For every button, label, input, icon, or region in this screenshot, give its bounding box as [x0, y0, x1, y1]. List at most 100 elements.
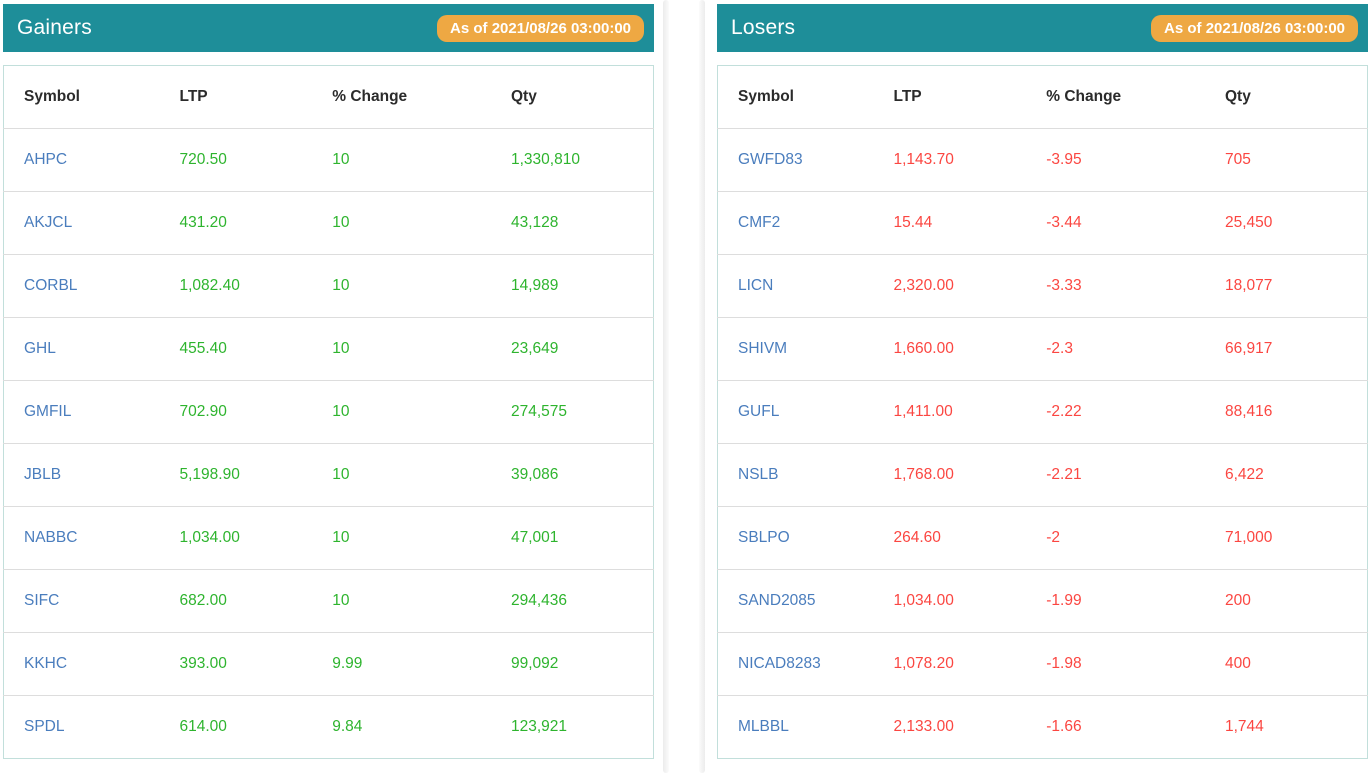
table-row: LICN 2,320.00 -3.33 18,077	[717, 254, 1368, 318]
ltp-value: 393.00	[179, 655, 227, 672]
table-row: NSLB 1,768.00 -2.21 6,422	[717, 443, 1368, 507]
symbol-link[interactable]: NSLB	[738, 466, 779, 483]
panel-gutter	[654, 0, 717, 773]
column-header-symbol: Symbol	[24, 88, 80, 105]
table-row: GHL 455.40 10 23,649	[3, 317, 654, 381]
header-row: Symbol LTP % Change Qty	[718, 66, 1368, 129]
ltp-value: 431.20	[179, 214, 227, 231]
symbol-link[interactable]: AHPC	[24, 151, 68, 168]
quantity-value: 6,422	[1225, 466, 1264, 483]
losers-scrollbar[interactable]	[699, 0, 705, 773]
quantity-value: 39,086	[511, 466, 559, 483]
gainers-table-body: AHPC 720.50 10 1,330,810 AKJCL 431.20 10 43,128…	[3, 128, 654, 759]
column-header-qty: Qty	[1225, 88, 1251, 105]
table-row: SAND2085 1,034.00 -1.99 200	[717, 569, 1368, 633]
ltp-value: 1,082.40	[179, 277, 240, 294]
percent-change-value: 10	[332, 592, 350, 609]
symbol-link[interactable]: AKJCL	[24, 214, 73, 231]
symbol-link[interactable]: CMF2	[738, 214, 781, 231]
quantity-value: 1,330,810	[511, 151, 580, 168]
ltp-value: 1,034.00	[179, 529, 240, 546]
symbol-link[interactable]: NICAD8283	[738, 655, 821, 672]
table-row: GMFIL 702.90 10 274,575	[3, 380, 654, 444]
gainers-table-head: Symbol LTP % Change Qty	[4, 66, 654, 129]
column-header-symbol: Symbol	[738, 88, 794, 105]
symbol-link[interactable]: JBLB	[24, 466, 62, 483]
symbol-link[interactable]: LICN	[738, 277, 774, 294]
losers-table: Symbol LTP % Change Qty GWFD83 1,143.70 -3…	[717, 65, 1368, 759]
gainers-panel-header: Gainers As of 2021/08/26 03:00:00	[3, 4, 654, 52]
table-row: CMF2 15.44 -3.44 25,450	[717, 191, 1368, 255]
ltp-value: 455.40	[179, 340, 227, 357]
losers-table-head: Symbol LTP % Change Qty	[718, 66, 1368, 129]
ltp-value: 264.60	[893, 529, 941, 546]
ltp-value: 2,320.00	[893, 277, 954, 294]
table-row: KKHC 393.00 9.99 99,092	[3, 632, 654, 696]
ltp-value: 1,411.00	[893, 403, 953, 420]
table-row: MLBBL 2,133.00 -1.66 1,744	[717, 695, 1368, 759]
quantity-value: 294,436	[511, 592, 568, 609]
ltp-value: 682.00	[179, 592, 227, 609]
quantity-value: 274,575	[511, 403, 568, 420]
symbol-link[interactable]: KKHC	[24, 655, 68, 672]
symbol-link[interactable]: GWFD83	[738, 151, 803, 168]
ltp-value: 614.00	[179, 718, 227, 735]
percent-change-value: -2.3	[1046, 340, 1073, 357]
ltp-value: 5,198.90	[179, 466, 240, 483]
percent-change-value: -1.98	[1046, 655, 1082, 672]
percent-change-value: 10	[332, 277, 350, 294]
column-header-change: % Change	[332, 88, 408, 105]
percent-change-value: -2.22	[1046, 403, 1082, 420]
symbol-link[interactable]: SAND2085	[738, 592, 816, 609]
percent-change-value: -1.99	[1046, 592, 1082, 609]
symbol-link[interactable]: NABBC	[24, 529, 78, 546]
quantity-value: 200	[1225, 592, 1251, 609]
gainers-table: Symbol LTP % Change Qty AHPC 720.50 10 1,33…	[3, 65, 654, 759]
quantity-value: 705	[1225, 151, 1251, 168]
table-row: SPDL 614.00 9.84 123,921	[3, 695, 654, 759]
header-row: Symbol LTP % Change Qty	[4, 66, 654, 129]
table-row: NABBC 1,034.00 10 47,001	[3, 506, 654, 570]
quantity-value: 71,000	[1225, 529, 1273, 546]
table-row: JBLB 5,198.90 10 39,086	[3, 443, 654, 507]
losers-panel-header: Losers As of 2021/08/26 03:00:00	[717, 4, 1368, 52]
percent-change-value: -2	[1046, 529, 1061, 546]
ltp-value: 720.50	[179, 151, 227, 168]
symbol-link[interactable]: GMFIL	[24, 403, 72, 420]
percent-change-value: 10	[332, 151, 350, 168]
quantity-value: 123,921	[511, 718, 568, 735]
losers-as-of-badge: As of 2021/08/26 03:00:00	[1151, 14, 1358, 42]
symbol-link[interactable]: MLBBL	[738, 718, 789, 735]
gainers-scrollbar[interactable]	[663, 0, 669, 773]
symbol-link[interactable]: SBLPO	[738, 529, 790, 546]
quantity-value: 1,744	[1225, 718, 1264, 735]
ltp-value: 2,133.00	[893, 718, 954, 735]
table-row: SIFC 682.00 10 294,436	[3, 569, 654, 633]
column-header-ltp: LTP	[179, 88, 208, 105]
ltp-value: 702.90	[179, 403, 227, 420]
ltp-value: 15.44	[893, 214, 933, 231]
quantity-value: 18,077	[1225, 277, 1273, 294]
ltp-value: 1,768.00	[893, 466, 954, 483]
symbol-link[interactable]: SPDL	[24, 718, 65, 735]
table-row: SHIVM 1,660.00 -2.3 66,917	[717, 317, 1368, 381]
symbol-link[interactable]: GUFL	[738, 403, 780, 420]
gainers-title: Gainers	[17, 16, 92, 39]
quantity-value: 400	[1225, 655, 1251, 672]
percent-change-value: 10	[332, 340, 350, 357]
table-row: SBLPO 264.60 -2 71,000	[717, 506, 1368, 570]
symbol-link[interactable]: SIFC	[24, 592, 60, 609]
symbol-link[interactable]: GHL	[24, 340, 56, 357]
symbol-link[interactable]: SHIVM	[738, 340, 788, 357]
gainers-as-of-badge: As of 2021/08/26 03:00:00	[437, 14, 644, 42]
table-row: GWFD83 1,143.70 -3.95 705	[717, 128, 1368, 192]
quantity-value: 88,416	[1225, 403, 1273, 420]
column-header-ltp: LTP	[893, 88, 922, 105]
percent-change-value: 10	[332, 466, 350, 483]
percent-change-value: 9.99	[332, 655, 363, 672]
symbol-link[interactable]: CORBL	[24, 277, 78, 294]
percent-change-value: 10	[332, 403, 350, 420]
column-header-qty: Qty	[511, 88, 537, 105]
quantity-value: 99,092	[511, 655, 559, 672]
